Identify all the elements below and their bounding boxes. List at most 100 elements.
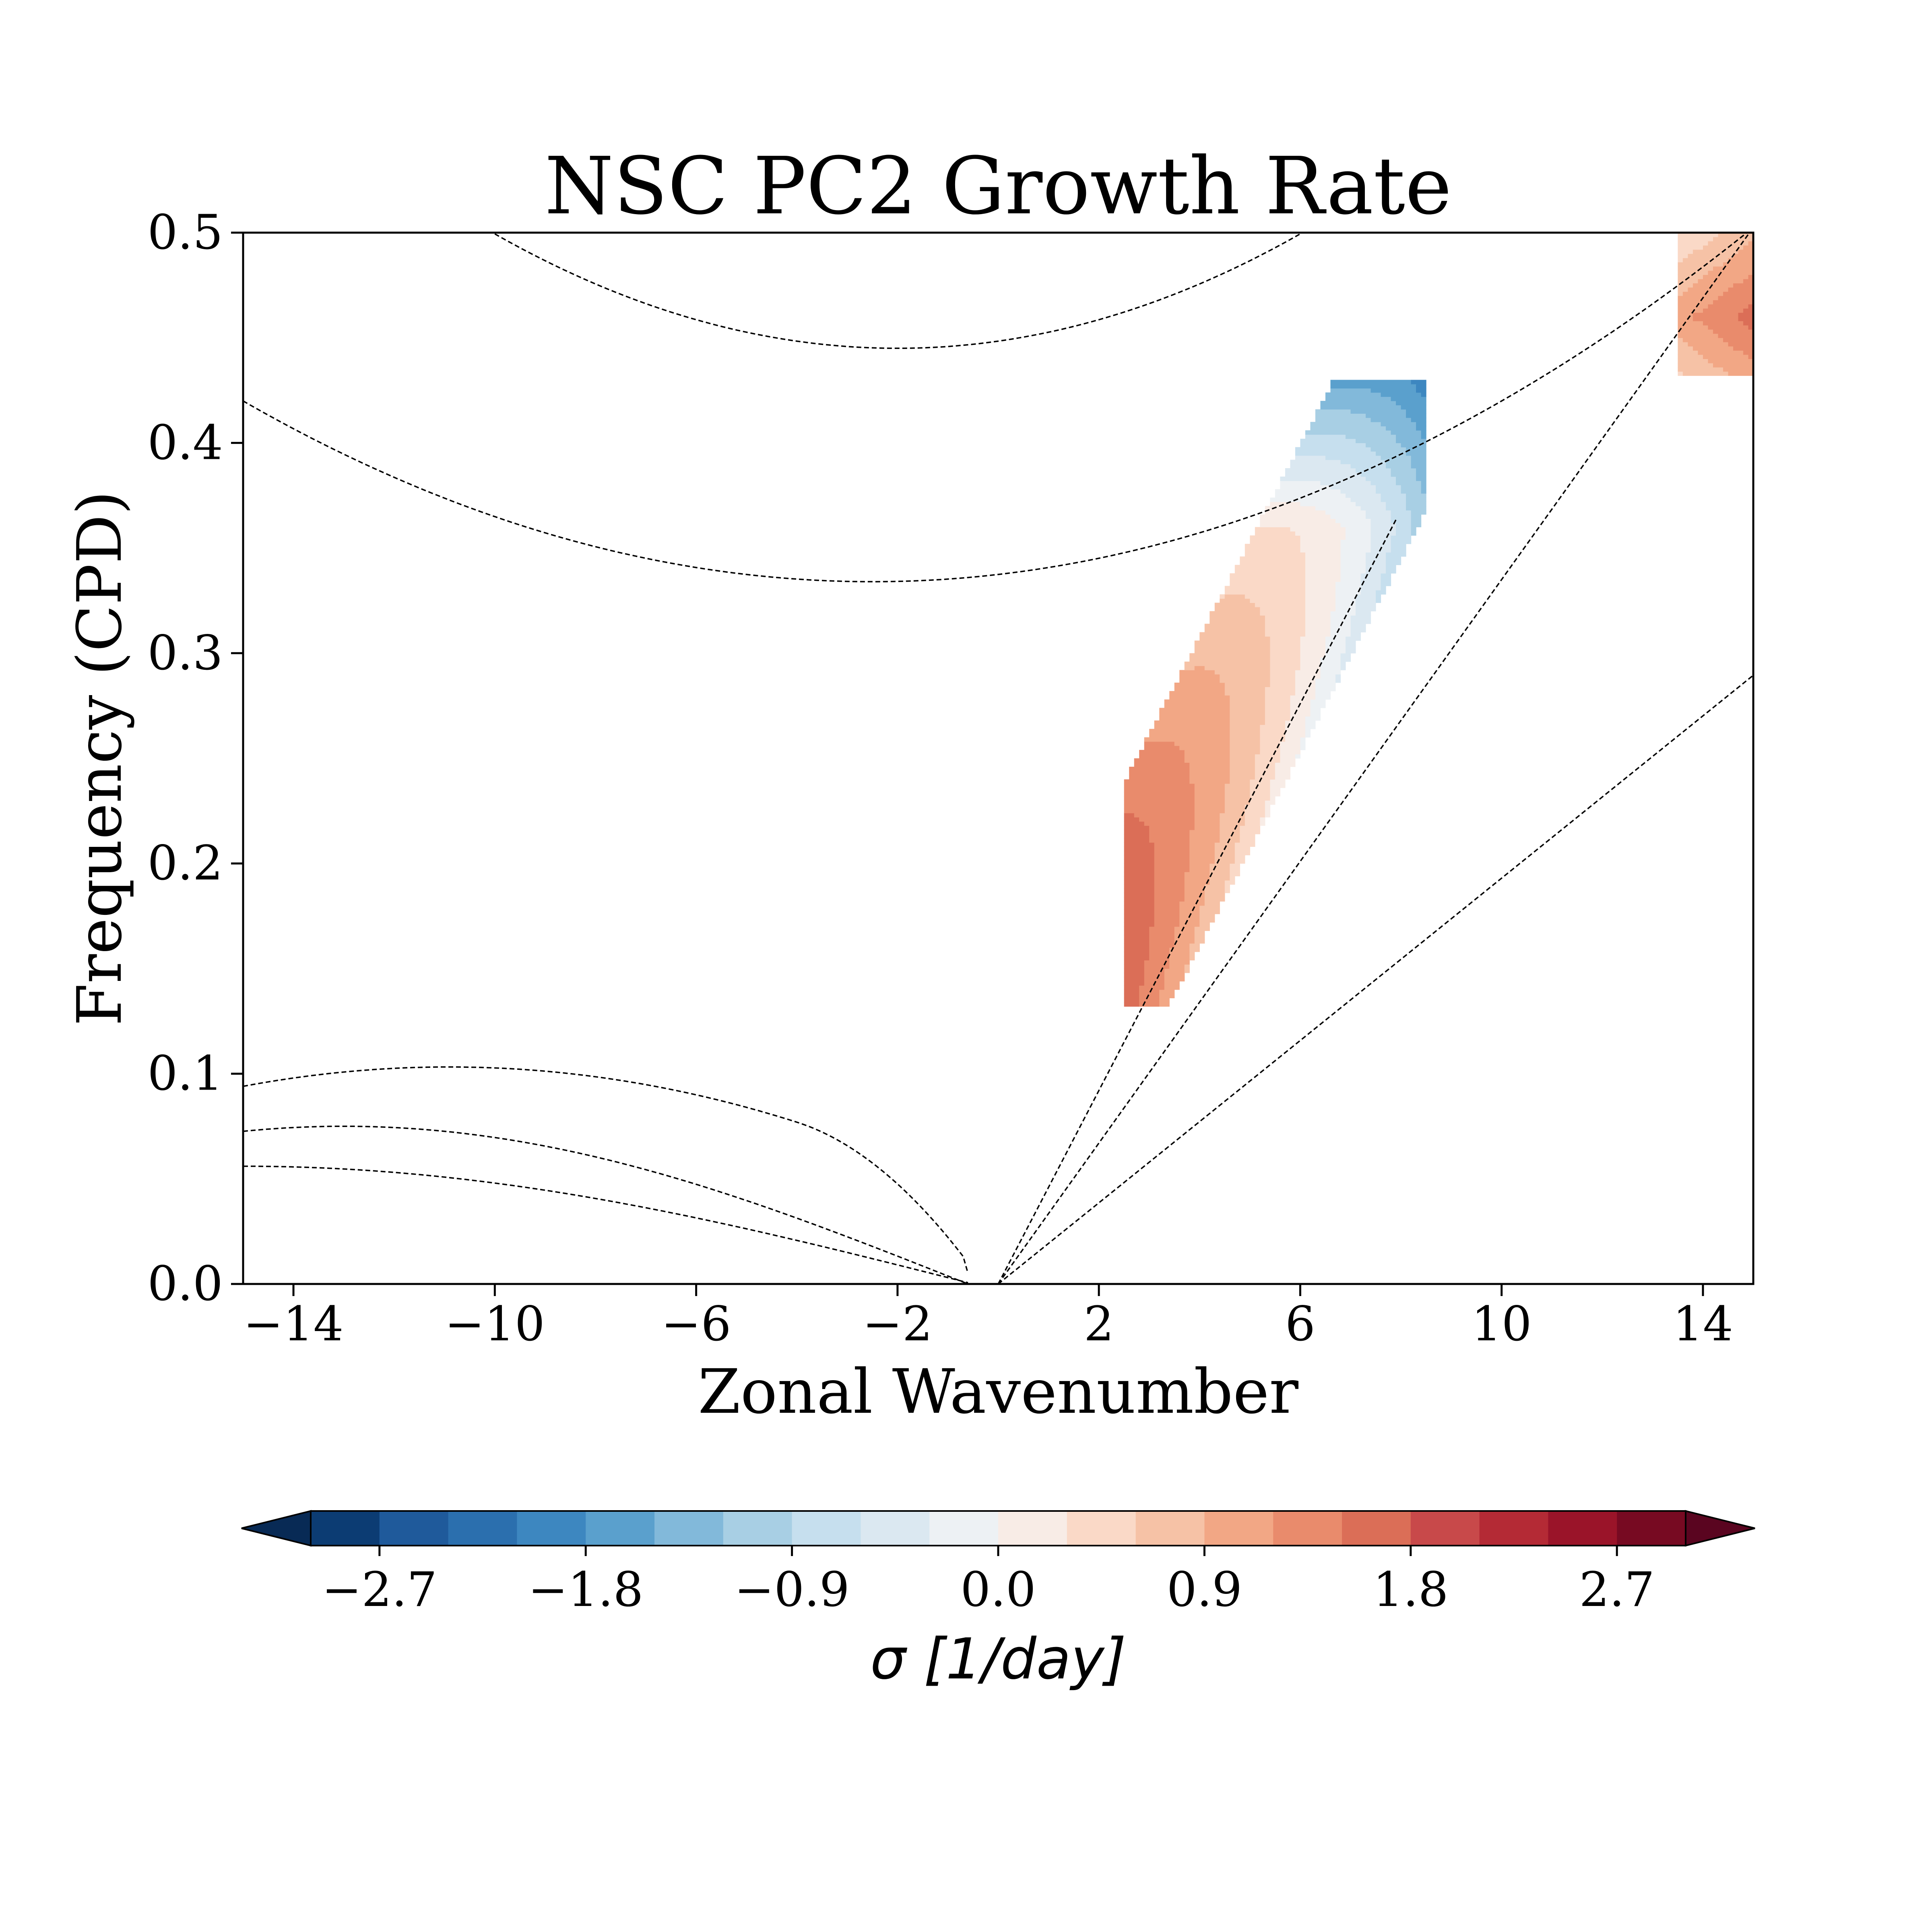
contour-cell xyxy=(1214,603,1255,607)
contour-cell xyxy=(1210,880,1225,885)
contour-cell xyxy=(1124,876,1155,881)
contour-cell xyxy=(1210,863,1230,868)
contour-cell xyxy=(1245,552,1306,557)
contour-cell xyxy=(1154,846,1190,851)
contour-cell xyxy=(1179,910,1200,914)
contour-cell xyxy=(1295,531,1346,536)
contour-cell xyxy=(1350,497,1381,502)
contour-cell xyxy=(1335,678,1341,683)
contour-cell xyxy=(1360,582,1381,586)
contour-cell xyxy=(1230,712,1265,717)
y-axis-ticks: 0.0 0.1 0.2 0.3 0.4 0.5 xyxy=(147,204,243,1311)
contour-cell xyxy=(1124,935,1150,939)
contour-cell xyxy=(1124,998,1139,1003)
contour-cell xyxy=(1144,968,1165,973)
contour-cell xyxy=(1406,447,1426,452)
contour-cell xyxy=(1386,460,1412,464)
contour-cell xyxy=(1678,342,1688,347)
contour-cell xyxy=(1371,518,1391,523)
contour-cell xyxy=(1335,590,1361,595)
contour-cell xyxy=(1250,598,1306,603)
contour-cell xyxy=(1124,850,1155,855)
contour-cell xyxy=(1189,834,1220,839)
contour-cell xyxy=(1678,283,1693,288)
contour-cell xyxy=(1124,985,1139,990)
contour-cell xyxy=(1174,939,1195,944)
contour-cell xyxy=(1124,783,1195,788)
contour-cell xyxy=(1204,901,1220,906)
contour-cell xyxy=(1149,952,1170,956)
contour-cell xyxy=(1698,350,1744,355)
contour-cell xyxy=(1300,644,1326,649)
axes-frame xyxy=(242,231,1754,1285)
x-tick-label: 14 xyxy=(1673,1296,1733,1352)
colorbar-segment xyxy=(998,1511,1067,1546)
contour-cell xyxy=(1678,354,1703,359)
contour-cell xyxy=(1154,888,1185,893)
contour-cell xyxy=(1255,771,1276,776)
contour-cell xyxy=(1360,577,1381,582)
contour-cell xyxy=(1230,729,1260,733)
contour-cell xyxy=(1421,481,1426,485)
contour-cell xyxy=(1300,502,1356,506)
contour-cell xyxy=(1305,552,1341,557)
contour-cell xyxy=(1194,792,1225,797)
contour-cell xyxy=(1164,981,1180,986)
reference-curve xyxy=(243,1165,968,1284)
contour-cell xyxy=(1381,586,1386,590)
contour-cell xyxy=(1210,872,1230,877)
contour-cell xyxy=(1224,880,1235,885)
contour-cell xyxy=(1194,788,1225,793)
contour-cell xyxy=(1678,350,1699,355)
contour-cell xyxy=(1230,872,1240,877)
contour-cell xyxy=(1124,863,1155,868)
contour-cell xyxy=(1335,582,1361,586)
contour-cell xyxy=(1169,956,1190,961)
contour-cell xyxy=(1220,598,1250,603)
contour-cell xyxy=(1260,607,1306,611)
contour-cell xyxy=(1411,510,1426,515)
y-tick-label: 0.2 xyxy=(147,835,223,891)
contour-cell xyxy=(1230,733,1260,738)
contour-cell xyxy=(1179,922,1200,927)
contour-cell xyxy=(1391,468,1416,473)
contour-cell xyxy=(1154,893,1185,898)
contour-cell xyxy=(1220,834,1240,839)
contour-cell xyxy=(1325,649,1346,654)
contour-cell xyxy=(1748,325,1753,330)
colorbar-segment xyxy=(1342,1511,1411,1546)
contour-cell xyxy=(1154,905,1180,910)
contour-cell xyxy=(1340,577,1361,582)
contour-cell xyxy=(1678,279,1699,283)
contour-cell xyxy=(1315,413,1366,418)
contour-cell xyxy=(1300,539,1341,544)
contour-cell xyxy=(1371,417,1412,422)
contour-cell xyxy=(1154,867,1190,872)
contour-cell xyxy=(1350,623,1366,628)
contour-cell xyxy=(1275,493,1346,498)
contour-cell xyxy=(1678,262,1724,267)
contour-cell xyxy=(1159,712,1230,717)
contour-cell xyxy=(1345,535,1371,540)
reference-curve xyxy=(243,1125,968,1284)
contour-cell xyxy=(1285,733,1306,738)
contour-cell xyxy=(1406,506,1426,511)
contour-cell xyxy=(1224,792,1250,797)
contour-cell xyxy=(1280,745,1300,750)
contour-cell xyxy=(1305,720,1316,725)
contour-cell xyxy=(1340,560,1366,565)
colorbar-segment xyxy=(1617,1511,1686,1546)
contour-cell xyxy=(1688,342,1729,347)
contour-cell xyxy=(1199,632,1265,637)
contour-cell xyxy=(1265,708,1290,712)
contour-cell xyxy=(1124,880,1155,885)
contour-cell xyxy=(1184,968,1190,973)
contour-cell xyxy=(1250,792,1270,797)
contour-cell xyxy=(1330,615,1351,620)
contour-cell xyxy=(1194,640,1270,645)
contour-cell xyxy=(1682,371,1729,376)
contour-cell xyxy=(1310,422,1381,427)
contour-cell xyxy=(1270,653,1300,658)
contour-cell xyxy=(1184,880,1210,885)
contour-cell xyxy=(1164,704,1230,708)
